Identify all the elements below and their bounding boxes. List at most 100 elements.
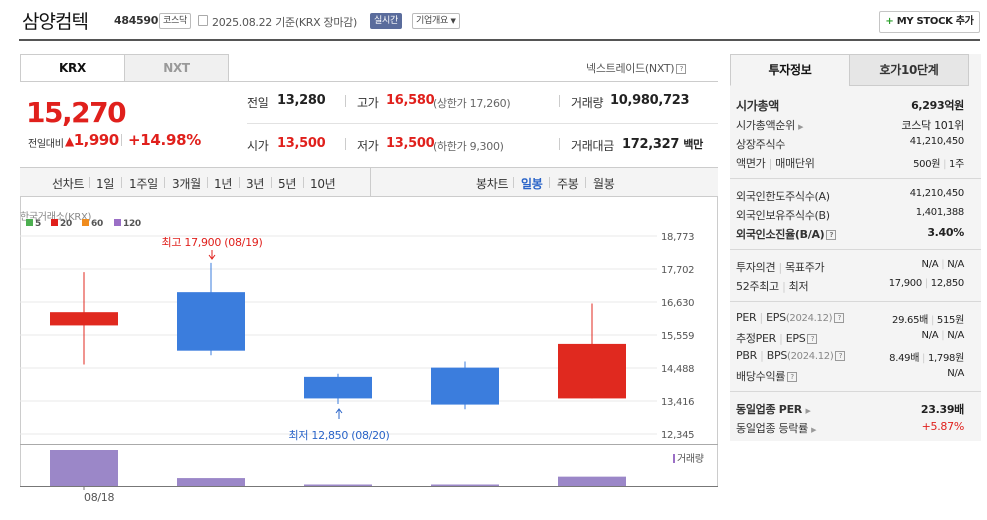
invest-info-panel [730,54,981,441]
period-5y-button[interactable]: 5년 [278,177,297,191]
52week-value: 17,900 | 12,850 [888,278,965,289]
per-eps-label: PER | EPS(2024.12)? [736,311,845,324]
est-per-label: 추정PER | EPS? [736,330,818,346]
listed-shares-value: 41,210,450 [909,136,965,147]
stock-name: 삼양컴텍 [22,11,89,33]
prev-close-label: 전일 [247,96,269,110]
foreign-limit-value: 41,210,450 [909,188,965,199]
nxt-info-link[interactable]: 넥스트레이드(NXT)? [586,60,687,76]
period-3m-button[interactable]: 3개월 [172,177,201,191]
volume-value: 10,980,723 [610,93,690,108]
pbr-bps-label: PBR | BPS(2024.12)? [736,349,846,362]
open-label: 시가 [247,139,269,153]
market-cap-rank-value: 코스닥 101위 [901,119,964,132]
listed-shares-label: 상장주식수 [736,138,786,151]
prev-close-value: 13,280 [277,93,326,108]
foreign-holdings-value: 1,401,388 [915,207,965,218]
52week-label: 52주최고 | 최저 [736,280,809,293]
sector-per-value: 23.39배 [920,403,964,416]
y-tick-label: 17,702 [661,265,694,276]
market-cap-rank-link[interactable]: 시가총액순위 ▶ [736,119,804,132]
calendar-icon [198,15,208,26]
y-tick-label: 12,345 [661,430,694,441]
max-price-annotation: 최고 17,900 (08/19) [162,236,263,249]
y-tick-label: 13,416 [661,397,694,408]
par-value-label: 액면가 | 매매단위 [736,157,815,170]
foreign-ratio-label: 외국인소진율(B/A)? [736,226,837,242]
y-tick-label: 18,773 [661,232,694,243]
help-icon[interactable]: ? [807,334,818,344]
market-badge: 코스닥 [159,13,191,29]
foreign-ratio-value: 3.40% [927,226,964,239]
dividend-label: 배당수익률? [736,368,798,384]
up-arrow-icon [335,408,343,419]
candle-body [558,343,626,399]
candle-body [304,376,372,399]
volume-legend: 거래량 [673,450,704,465]
change-label: 전일대비 [28,139,64,150]
tab-invest-info[interactable]: 투자정보 [730,54,850,86]
ma120-legend: 120 [114,219,141,229]
period-1w-button[interactable]: 1주일 [129,177,158,191]
foreign-holdings-label: 외국인보유주식수(B) [736,209,830,222]
volume-label: 거래량 [571,96,604,110]
help-icon[interactable]: ? [676,64,687,74]
x-axis-label: 08/18 [84,491,115,504]
realtime-button[interactable]: 실시간 [370,13,402,29]
period-1d-button[interactable]: 1일 [96,177,115,191]
per-eps-value: 29.65배 | 515원 [892,315,964,326]
daily-candle-button[interactable]: 일봉 [521,177,543,191]
chart-area [20,197,718,487]
low-label: 저가 [357,139,379,153]
candle-body [431,367,499,405]
volume-bar [431,484,499,486]
opinion-label: 투자의견 | 목표주가 [736,261,825,274]
period-10y-button[interactable]: 10년 [310,177,336,191]
opinion-value: N/A | N/A [921,259,965,270]
est-per-value: N/A | N/A [921,330,965,341]
sector-change-value: +5.87% [921,420,965,433]
header-divider [19,39,980,41]
tab-order-book[interactable]: 호가10단계 [849,54,969,86]
high-label: 고가 [357,96,379,110]
candle-body [177,292,245,351]
line-chart-label: 선차트 [52,177,85,191]
dividend-value: N/A [947,368,964,379]
my-stock-add-button[interactable]: + MY STOCK 추가 [879,11,980,33]
sector-per-link[interactable]: 동일업종 PER ▶ [736,403,811,416]
help-icon[interactable]: ? [834,313,845,323]
upper-limit: (상한가 17,260) [433,97,511,110]
period-3y-button[interactable]: 3년 [246,177,265,191]
weekly-candle-button[interactable]: 주봉 [557,177,579,191]
stock-code: 484590 [114,14,159,27]
help-icon[interactable]: ? [787,372,798,382]
y-tick-label: 16,630 [661,298,694,309]
high-value: 16,580 [386,93,435,108]
sector-change-link[interactable]: 동일업종 등락률 ▶ [736,422,817,435]
volume-bar [50,450,118,486]
chart-toolbar [20,167,718,197]
market-cap-label: 시가총액 [736,99,779,113]
ma60-legend: 60 [82,219,103,229]
down-arrow-icon [208,250,216,260]
monthly-candle-button[interactable]: 월봉 [593,177,615,191]
chevron-right-icon: ▶ [805,407,811,415]
price-change: ▲1,990 [65,131,119,149]
par-value-value: 500원 | 1주 [913,159,964,170]
foreign-limit-label: 외국인한도주식수(A) [736,190,830,203]
chevron-right-icon: ▶ [811,426,817,434]
y-tick-label: 15,559 [661,331,694,342]
period-1y-button[interactable]: 1년 [214,177,233,191]
company-overview-button[interactable]: 기업개요 ▼ [412,13,460,29]
tab-nxt[interactable]: NXT [124,54,229,82]
lower-limit: (하한가 9,300) [433,140,504,153]
volume-bar [558,476,626,486]
up-arrow-icon: ▲ [65,134,74,148]
chevron-right-icon: ▶ [798,123,804,131]
amount-label: 거래대금 [571,139,614,153]
help-icon[interactable]: ? [826,230,837,240]
help-icon[interactable]: ? [835,351,846,361]
volume-panel [20,444,718,487]
volume-bar [304,484,372,486]
y-tick-label: 14,488 [661,364,694,375]
